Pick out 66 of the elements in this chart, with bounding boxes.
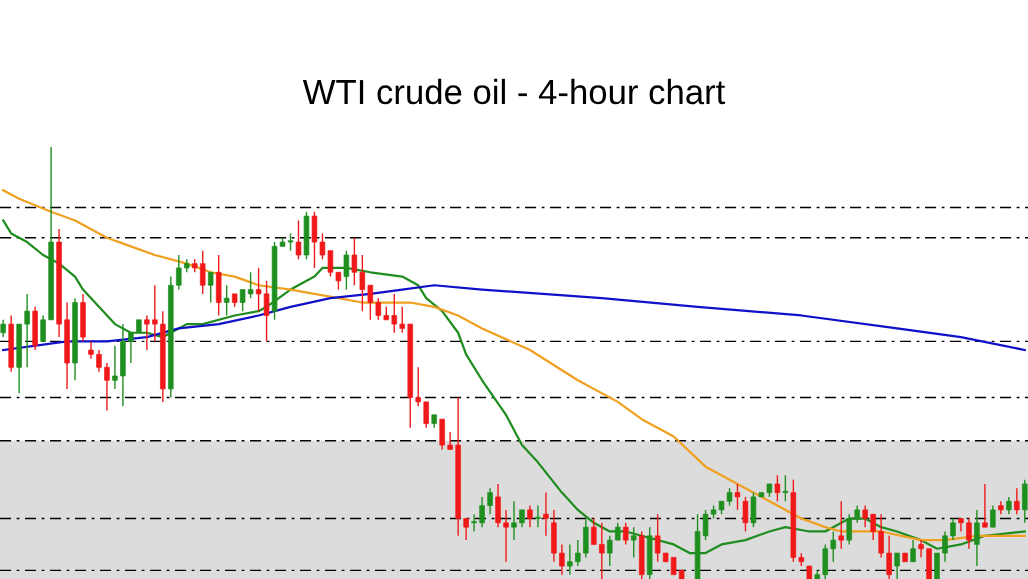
candlestick — [463, 517, 469, 541]
candlestick — [846, 513, 852, 546]
candlestick — [415, 366, 421, 407]
candlestick — [559, 543, 565, 576]
candlestick — [327, 249, 334, 278]
candlestick — [88, 340, 94, 360]
candlestick — [1014, 487, 1020, 515]
candlestick — [295, 219, 302, 261]
candlestick — [654, 513, 661, 563]
candlestick — [207, 271, 214, 304]
candlestick — [878, 513, 884, 559]
candlestick — [830, 530, 836, 563]
candlestick — [575, 539, 581, 567]
candlestick — [24, 293, 30, 369]
candlestick — [607, 535, 613, 567]
candlestick — [838, 500, 844, 550]
candlestick — [479, 496, 485, 528]
candlestick — [247, 271, 254, 299]
candlestick — [359, 254, 366, 312]
candlestick — [742, 496, 749, 533]
candlestick — [535, 504, 541, 528]
candlestick — [527, 504, 533, 528]
candlestick — [199, 249, 206, 295]
candlestick — [910, 539, 916, 563]
candlestick — [375, 297, 382, 321]
candlestick — [982, 483, 988, 528]
candlestick — [40, 314, 46, 343]
candlestick — [351, 237, 358, 286]
candlestick — [950, 517, 956, 541]
candlestick — [399, 306, 406, 334]
candlestick — [391, 293, 398, 334]
candlestick — [112, 345, 118, 390]
candlestick — [599, 522, 605, 579]
candlestick — [503, 509, 509, 563]
candlestick — [886, 535, 892, 579]
candlestick — [966, 517, 972, 550]
candlestick — [176, 254, 182, 291]
candlestick — [144, 314, 150, 351]
candlestick — [487, 487, 493, 515]
candlestick — [447, 431, 453, 451]
candlestick — [918, 539, 924, 559]
candlestick — [104, 362, 110, 412]
candlestick — [96, 349, 102, 373]
candlestick — [734, 483, 741, 511]
chart-title: WTI crude oil - 4-hour chart — [302, 78, 726, 105]
candlestick — [567, 543, 573, 576]
candlestick — [128, 332, 134, 364]
candlestick — [543, 491, 549, 537]
candlestick — [622, 522, 629, 546]
candlestick — [894, 552, 900, 579]
candlestick — [263, 280, 270, 343]
candlestick — [471, 513, 477, 533]
candlestick — [870, 513, 876, 541]
candlestick — [239, 288, 246, 312]
candlestick — [423, 401, 429, 429]
candlestick — [343, 249, 350, 291]
candlestick — [990, 504, 996, 528]
candlestick — [782, 474, 789, 502]
candlestick — [862, 504, 868, 528]
candlestick — [255, 267, 262, 312]
candlestick — [774, 474, 781, 502]
candlestick — [511, 500, 517, 541]
candlestick — [367, 284, 374, 321]
candlestick — [591, 517, 597, 546]
candlestick — [152, 284, 158, 343]
candlestick — [223, 284, 230, 317]
